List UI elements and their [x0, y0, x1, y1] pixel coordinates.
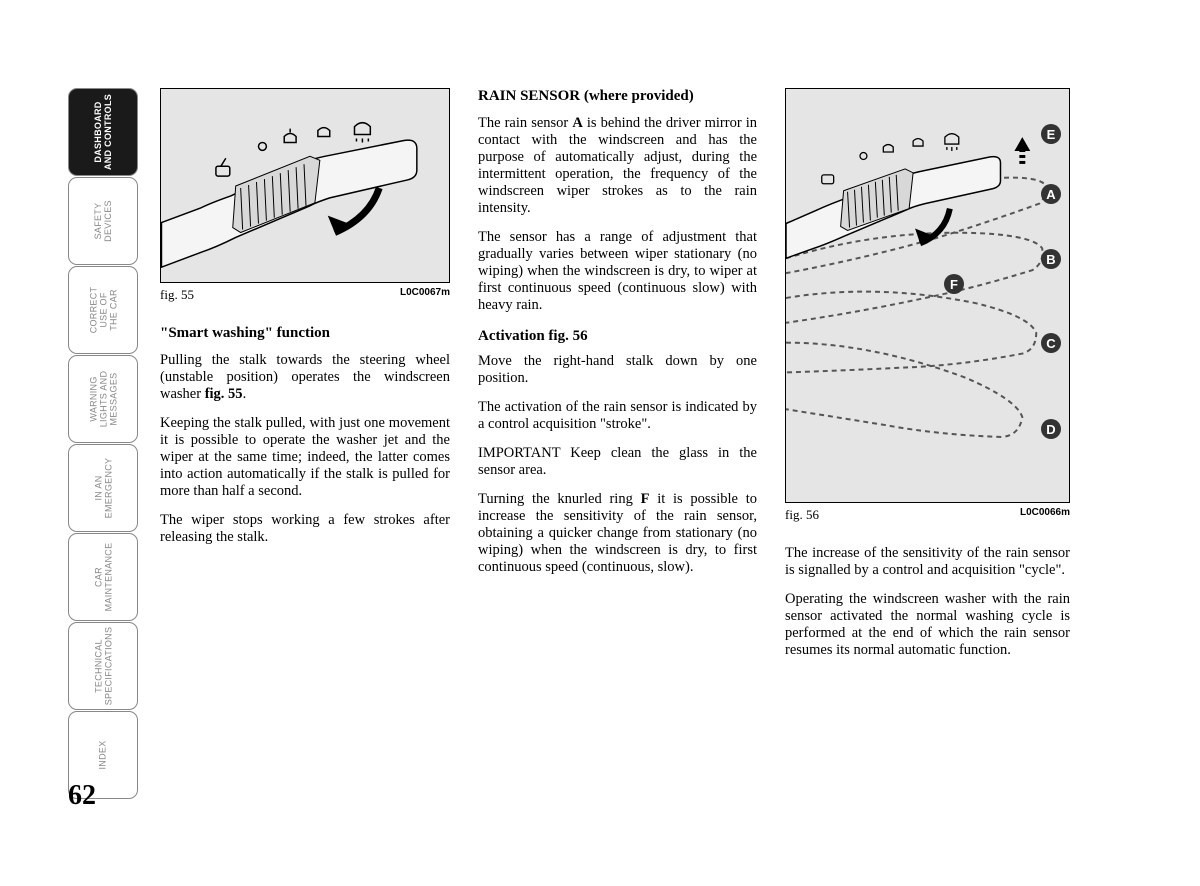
marker-b: B: [1041, 249, 1061, 269]
column-2: RAIN SENSOR (where provided) The rain se…: [478, 88, 757, 671]
rain-sensor-heading: RAIN SENSOR (where provided): [478, 88, 757, 105]
figure-55: [160, 88, 450, 283]
col1-p3: The wiper stops working a few strokes af…: [160, 512, 450, 546]
marker-c: C: [1041, 333, 1061, 353]
col2-p1: The rain sensor A is behind the driver m…: [478, 115, 757, 217]
fig56-caption: fig. 56 L0C0066m: [785, 507, 1070, 523]
tab-technical[interactable]: TECHNICAL SPECIFICATIONS: [68, 622, 138, 710]
page-number: 62: [68, 780, 96, 812]
col3-p2: Operating the windscreen washer with the…: [785, 591, 1070, 659]
sidebar-tabs: DASHBOARD AND CONTROLS SAFETY DEVICES CO…: [68, 88, 138, 799]
col2-p3: Move the right-hand stalk down by one po…: [478, 353, 757, 387]
fig55-code: L0C0067m: [400, 287, 450, 303]
marker-f: F: [944, 274, 964, 294]
fig55-label: fig. 55: [160, 287, 194, 303]
col2-p5: IMPORTANT Keep clean the glass in the se…: [478, 445, 757, 479]
col2-p2: The sensor has a range of adjustment tha…: [478, 229, 757, 314]
smart-washing-heading: "Smart washing" function: [160, 325, 450, 342]
tab-safety[interactable]: SAFETY DEVICES: [68, 177, 138, 265]
activation-heading: Activation fig. 56: [478, 328, 757, 345]
tab-dashboard[interactable]: DASHBOARD AND CONTROLS: [68, 88, 138, 176]
fig55-caption: fig. 55 L0C0067m: [160, 287, 450, 303]
tab-maintenance[interactable]: CAR MAINTENANCE: [68, 533, 138, 621]
col1-p2: Keeping the stalk pulled, with just one …: [160, 415, 450, 500]
col3-p1: The increase of the sensitivity of the r…: [785, 545, 1070, 579]
tab-warning[interactable]: WARNING LIGHTS AND MESSAGES: [68, 355, 138, 443]
col2-p6: Turning the knurled ring F it is possibl…: [478, 491, 757, 576]
fig56-code: L0C0066m: [1020, 507, 1070, 523]
column-1: fig. 55 L0C0067m "Smart washing" functio…: [160, 88, 450, 671]
figure-56: E A B C D F: [785, 88, 1070, 503]
marker-d: D: [1041, 419, 1061, 439]
tab-emergency[interactable]: IN AN EMERGENCY: [68, 444, 138, 532]
content-area: fig. 55 L0C0067m "Smart washing" functio…: [160, 88, 1070, 671]
marker-e: E: [1041, 124, 1061, 144]
stalk-illustration-55: [161, 89, 449, 282]
stalk-illustration-56: [786, 89, 1069, 502]
column-3: E A B C D F fig. 56 L0C0066m The increas…: [785, 88, 1070, 671]
col1-p1: Pulling the stalk towards the steering w…: [160, 352, 450, 403]
marker-a: A: [1041, 184, 1061, 204]
tab-correct-use[interactable]: CORRECT USE OF THE CAR: [68, 266, 138, 354]
col2-p4: The activation of the rain sensor is ind…: [478, 399, 757, 433]
fig56-label: fig. 56: [785, 507, 819, 523]
